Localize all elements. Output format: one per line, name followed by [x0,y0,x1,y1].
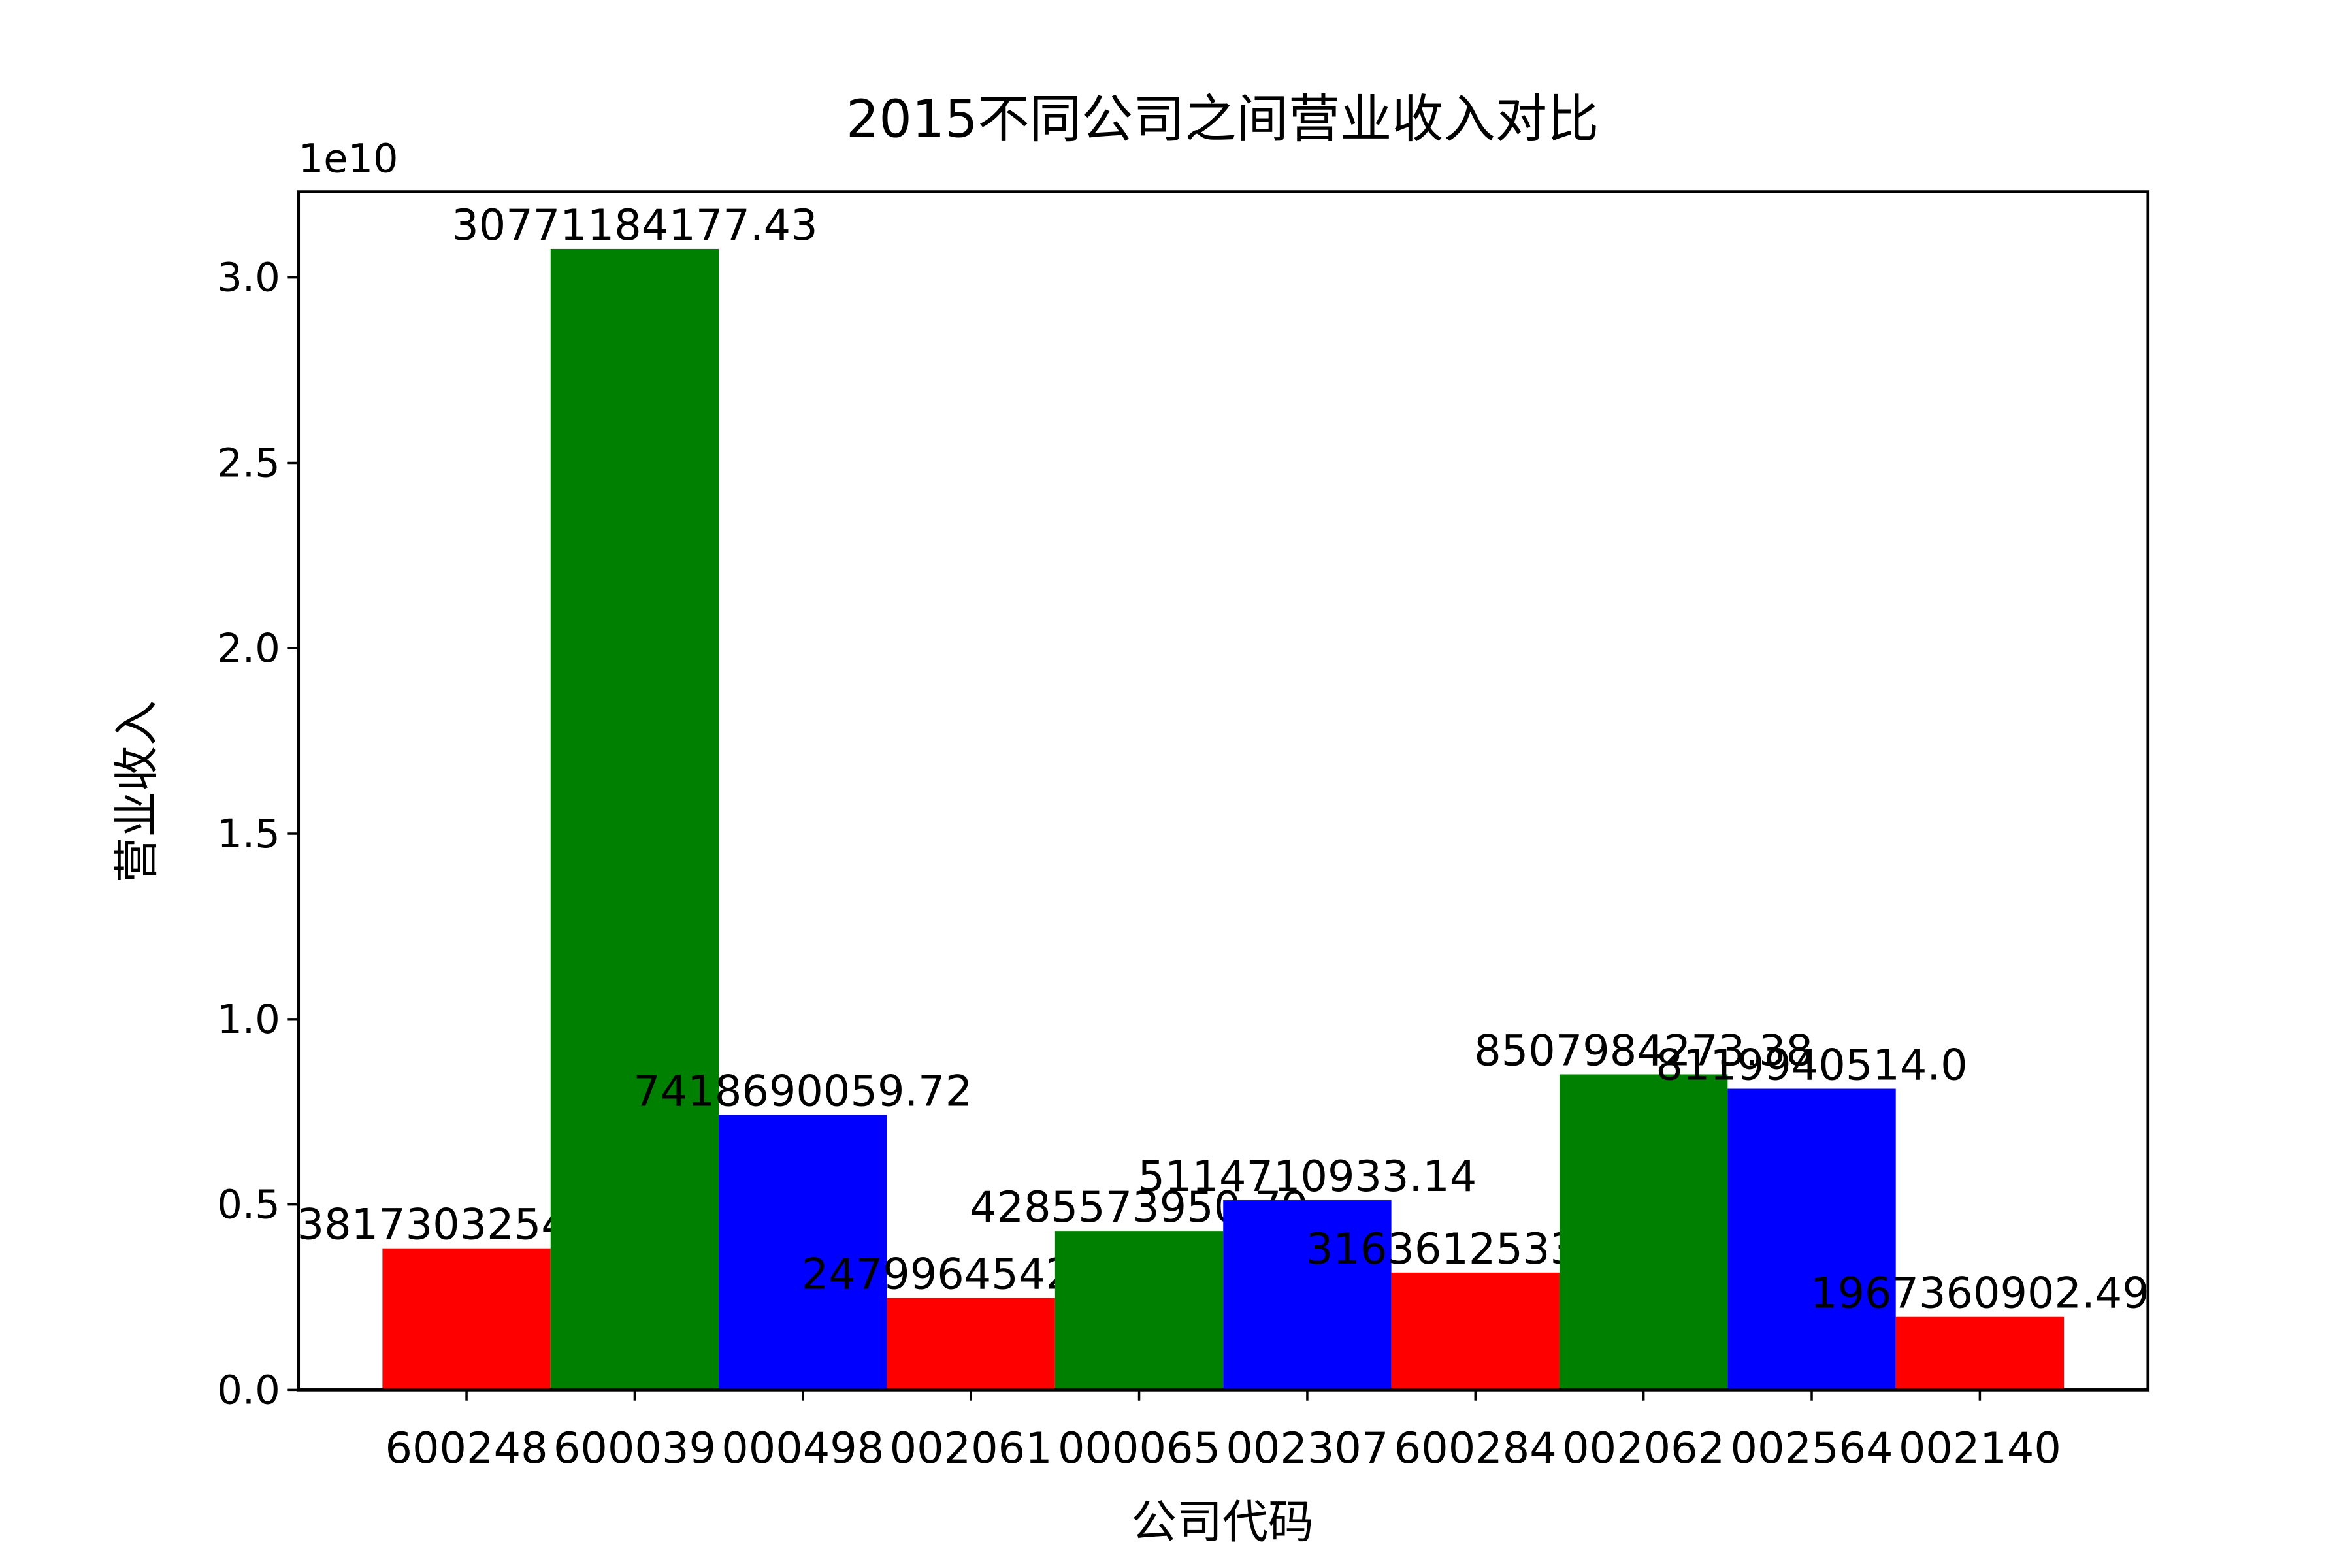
y-tick-label: 0.0 [217,1367,280,1413]
bar [887,1298,1055,1390]
bar [1559,1074,1728,1390]
bar [1223,1200,1392,1390]
x-tick-label: 600284 [1394,1424,1557,1473]
plot-frame [297,190,2150,1392]
x-tick-label: 600248 [385,1424,548,1473]
y-tick-label: 1.0 [217,997,280,1043]
value-label: 5114710933.14 [1138,1152,1477,1201]
bar [1727,1088,1896,1390]
y-tick-label: 3.0 [217,255,280,301]
y-axis-label: 营业收入 [110,700,163,883]
x-tick-label: 002564 [1731,1424,1893,1473]
x-tick-label: 002061 [890,1424,1053,1473]
bar [1391,1272,1560,1390]
bar [1895,1316,2065,1390]
x-tick-label: 600039 [553,1424,716,1473]
value-label: 8507984273.38 [1474,1026,1813,1076]
chart-title: 2015不同公司之间营业收入对比 [846,89,1599,150]
y-tick-label: 2.0 [217,626,280,672]
x-tick-label: 000065 [1058,1424,1220,1473]
y-tick-label: 2.5 [217,440,280,486]
bar [550,248,719,1390]
x-tick-label: 002062 [1562,1424,1725,1473]
value-label: 8119940514.0 [1656,1041,1967,1090]
x-tick-label: 002307 [1226,1424,1388,1473]
offset-text: 1e10 [299,136,399,182]
value-label: 30771184177.43 [451,201,817,250]
bar [719,1115,887,1390]
value-label: 1967360902.49 [1810,1269,2149,1318]
value-label: 7418690059.72 [633,1066,972,1116]
x-tick-label: 002140 [1899,1424,2061,1473]
y-tick-label: 1.5 [217,811,280,857]
bar [382,1248,551,1390]
x-tick-label: 000498 [721,1424,884,1473]
x-axis-label: 公司代码 [1131,1495,1314,1548]
y-tick-label: 0.5 [217,1183,280,1228]
bar [1054,1231,1224,1390]
